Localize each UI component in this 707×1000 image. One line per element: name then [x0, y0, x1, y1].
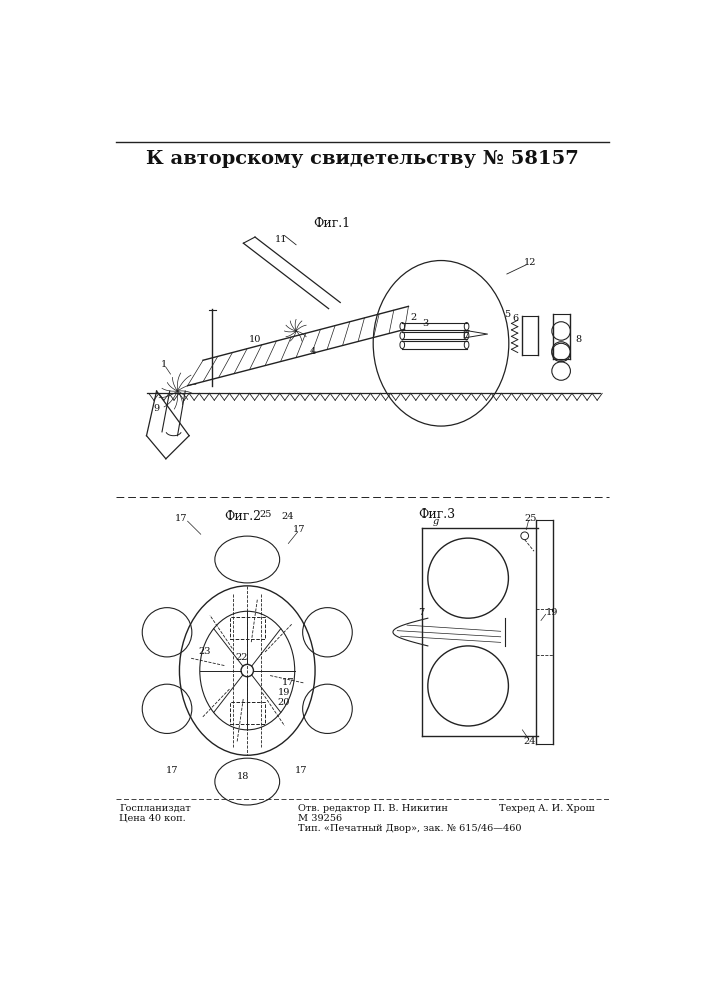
Text: 4: 4 [310, 347, 316, 356]
Text: 19: 19 [277, 688, 290, 697]
Text: 17: 17 [282, 678, 295, 687]
Text: 25: 25 [524, 514, 537, 523]
Text: Цена 40 коп.: Цена 40 коп. [119, 814, 186, 823]
Text: 20: 20 [277, 698, 290, 707]
Text: К авторскому свидетельству № 58157: К авторскому свидетельству № 58157 [146, 149, 578, 167]
Text: Фиг.1: Фиг.1 [313, 217, 350, 230]
Bar [230, 702, 264, 724]
Text: 5: 5 [504, 310, 510, 319]
Text: 22: 22 [235, 653, 248, 662]
Text: 24: 24 [524, 737, 537, 746]
Text: М 39256: М 39256 [298, 814, 341, 823]
Text: 12: 12 [524, 258, 537, 267]
Text: 17: 17 [296, 766, 308, 775]
Text: 19: 19 [546, 608, 558, 617]
Text: 6: 6 [513, 314, 518, 323]
Text: Техред А. И. Хрош: Техред А. И. Хрош [499, 804, 595, 813]
Text: Тип. «Печатный Двор», зак. № 615/46—460: Тип. «Печатный Двор», зак. № 615/46—460 [298, 824, 521, 833]
Bar [230, 617, 264, 639]
Text: 10: 10 [249, 335, 261, 344]
Text: 25: 25 [259, 510, 271, 519]
Text: 9: 9 [153, 404, 160, 413]
Text: 17: 17 [175, 514, 187, 523]
Text: 23: 23 [199, 647, 211, 656]
Text: 24: 24 [281, 512, 294, 521]
Text: Отв. редактор П. В. Никитин: Отв. редактор П. В. Никитин [298, 804, 448, 813]
Text: 3: 3 [422, 319, 428, 328]
Text: 1: 1 [161, 360, 168, 369]
Text: 17: 17 [166, 766, 178, 775]
Text: 18: 18 [237, 772, 250, 781]
Text: 11: 11 [274, 235, 287, 244]
Text: 17: 17 [293, 525, 305, 534]
Text: 7: 7 [419, 608, 425, 617]
Text: 2: 2 [411, 313, 417, 322]
Text: Госпланиздат: Госпланиздат [119, 804, 191, 813]
Text: Фиг.3: Фиг.3 [418, 508, 455, 521]
Text: g: g [433, 517, 439, 526]
Text: 8: 8 [575, 335, 581, 344]
Text: Фиг.2: Фиг.2 [224, 510, 261, 523]
Text: 7: 7 [464, 330, 469, 339]
